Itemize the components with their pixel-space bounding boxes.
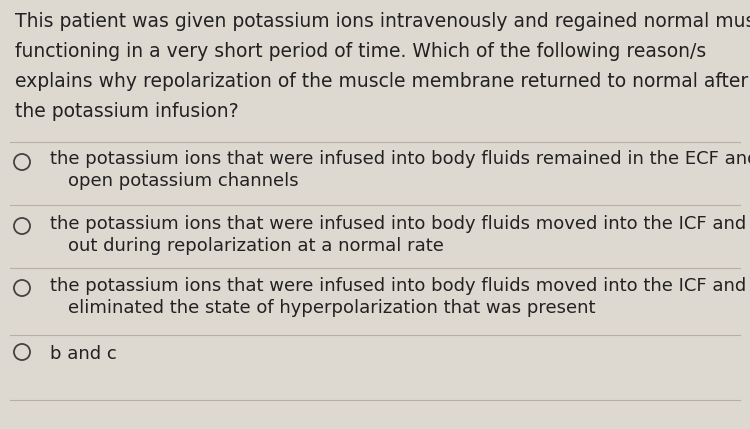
Text: open potassium channels: open potassium channels xyxy=(68,172,298,190)
Text: the potassium ions that were infused into body fluids remained in the ECF and he: the potassium ions that were infused int… xyxy=(50,150,750,168)
Text: the potassium infusion?: the potassium infusion? xyxy=(15,102,238,121)
Text: the potassium ions that were infused into body fluids moved into the ICF and: the potassium ions that were infused int… xyxy=(50,277,746,295)
Text: out during repolarization at a normal rate: out during repolarization at a normal ra… xyxy=(68,237,444,255)
Text: eliminated the state of hyperpolarization that was present: eliminated the state of hyperpolarizatio… xyxy=(68,299,596,317)
Text: This patient was given potassium ions intravenously and regained normal muscle: This patient was given potassium ions in… xyxy=(15,12,750,31)
Text: b and c: b and c xyxy=(50,345,117,363)
Text: the potassium ions that were infused into body fluids moved into the ICF and dif: the potassium ions that were infused int… xyxy=(50,215,750,233)
Text: explains why repolarization of the muscle membrane returned to normal after: explains why repolarization of the muscl… xyxy=(15,72,748,91)
Text: functioning in a very short period of time. Which of the following reason/s: functioning in a very short period of ti… xyxy=(15,42,706,61)
